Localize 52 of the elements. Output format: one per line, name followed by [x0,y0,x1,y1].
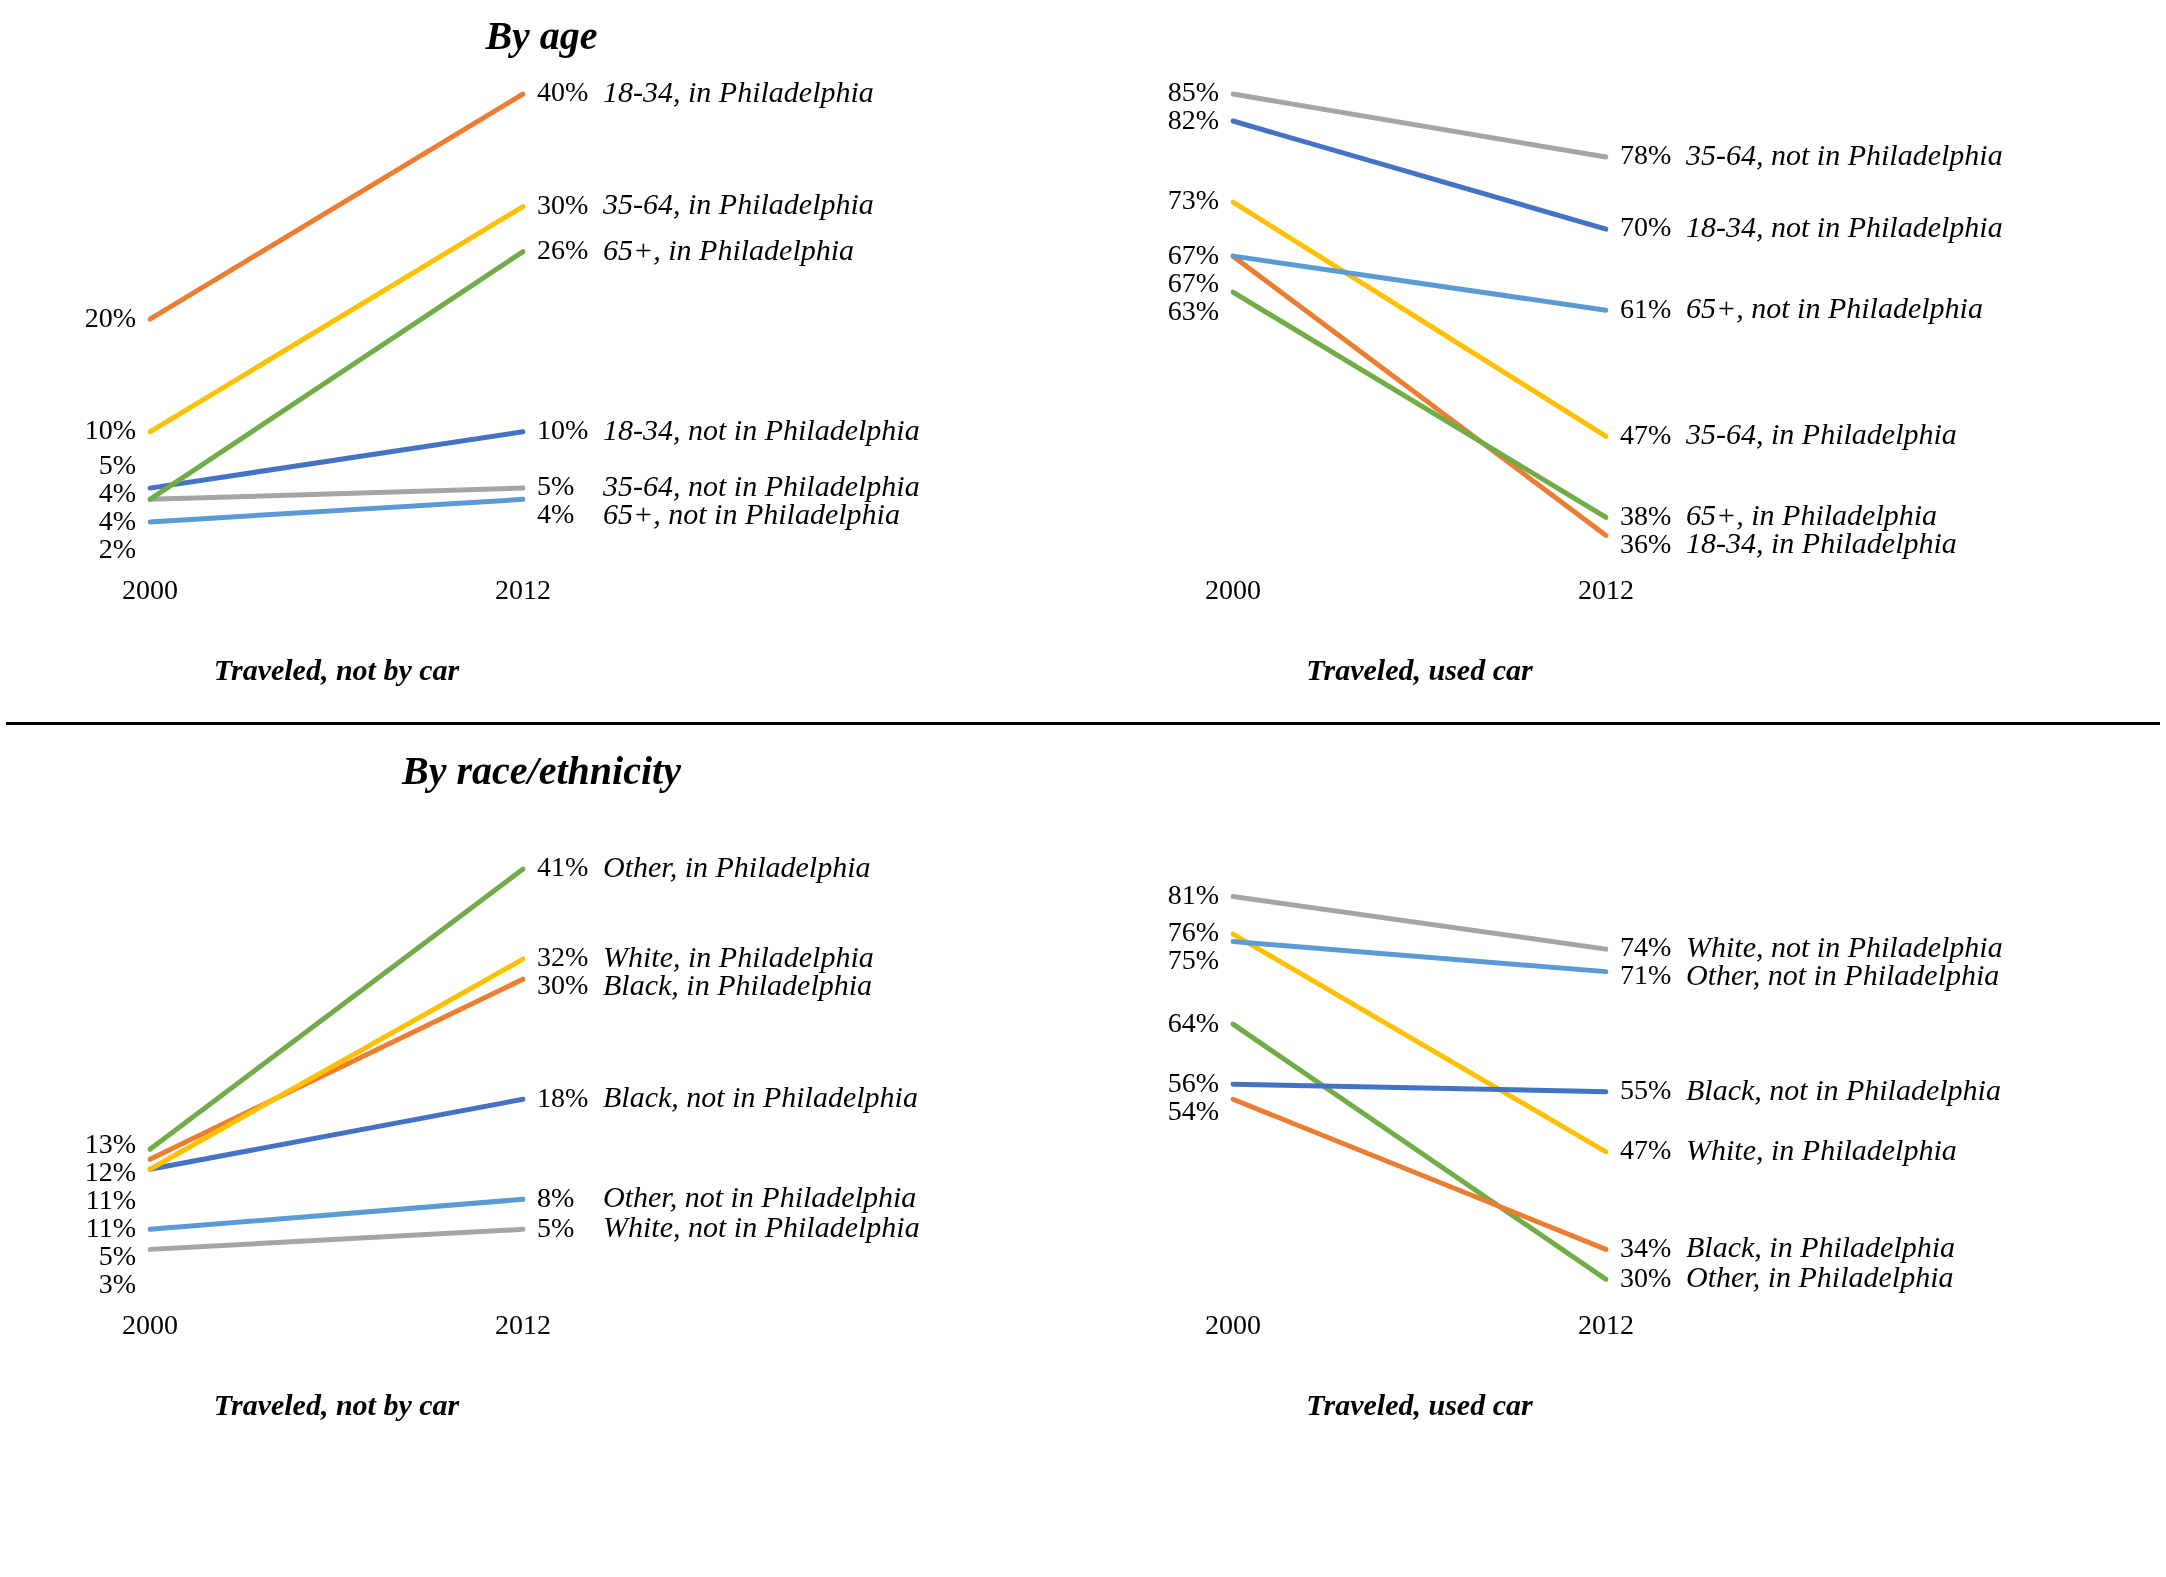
data-label: 55% [1620,1074,1672,1106]
data-label: 34% [1620,1231,1672,1263]
x-axis-title: Traveled, not by car [213,652,460,686]
data-label: 70% [1620,211,1672,243]
data-label: 64% [1167,1006,1219,1038]
x-tick-label: 2012 [495,1308,551,1340]
chart-title: By race/ethnicity [400,747,682,795]
x-tick-label: 2012 [1578,1308,1634,1340]
data-label: 40% [537,76,589,108]
text: 35-64, not in Philadelphia [1685,137,2003,171]
data-label: 61% [1620,292,1672,324]
data-label: 78% [1620,139,1672,171]
data-label: 20% [84,301,136,333]
x-axis-title: Traveled, used car [1306,1387,1533,1421]
text: 65+, in Philadelphia [603,232,855,266]
x-tick-label: 2000 [122,573,178,605]
text: Other, not in Philadelphia [603,1180,917,1214]
data-label: 5% [537,1211,575,1243]
text: 35-64, in Philadelphia [602,187,874,221]
text: 18-34, not in Philadelphia [603,412,920,446]
x-axis-title: Traveled, not by car [213,1387,460,1421]
data-label: 81% [1167,878,1219,910]
data-label: 30% [537,188,589,220]
text: Black, in Philadelphia [1686,1230,1956,1264]
text: 35-64, in Philadelphia [1685,417,1957,451]
data-label: 41% [537,851,589,883]
data-label: 47% [1620,418,1672,450]
text: Other, in Philadelphia [603,849,871,883]
text: 18-34, in Philadelphia [603,74,874,108]
data-label: 26% [537,234,589,265]
text: 65+, not in Philadelphia [1686,291,1983,325]
data-label: 8% [537,1181,575,1213]
x-tick-label: 2000 [1205,573,1261,605]
data-label: 10% [537,414,589,446]
data-label: 30% [1620,1261,1672,1293]
chart-title: By age [484,12,599,60]
x-tick-label: 2012 [495,573,551,605]
data-label: 73% [1167,184,1219,216]
x-tick-label: 2012 [1578,573,1634,605]
text: White, in Philadelphia [603,940,874,974]
text: White, not in Philadelphia [1686,930,2003,963]
text: 65+, in Philadelphia [1686,498,1938,532]
data-label: 47% [1620,1134,1672,1166]
text: Black, not in Philadelphia [1686,1072,2001,1106]
x-tick-label: 2000 [122,1308,178,1340]
text: 18-34, not in Philadelphia [1686,210,2003,244]
x-axis-title: Traveled, used car [1306,652,1533,686]
text: White, in Philadelphia [1686,1132,1957,1166]
text: Black, not in Philadelphia [603,1080,918,1114]
data-label: 18% [537,1081,589,1113]
x-tick-label: 2000 [1205,1308,1261,1340]
data-label: 10% [84,414,136,446]
